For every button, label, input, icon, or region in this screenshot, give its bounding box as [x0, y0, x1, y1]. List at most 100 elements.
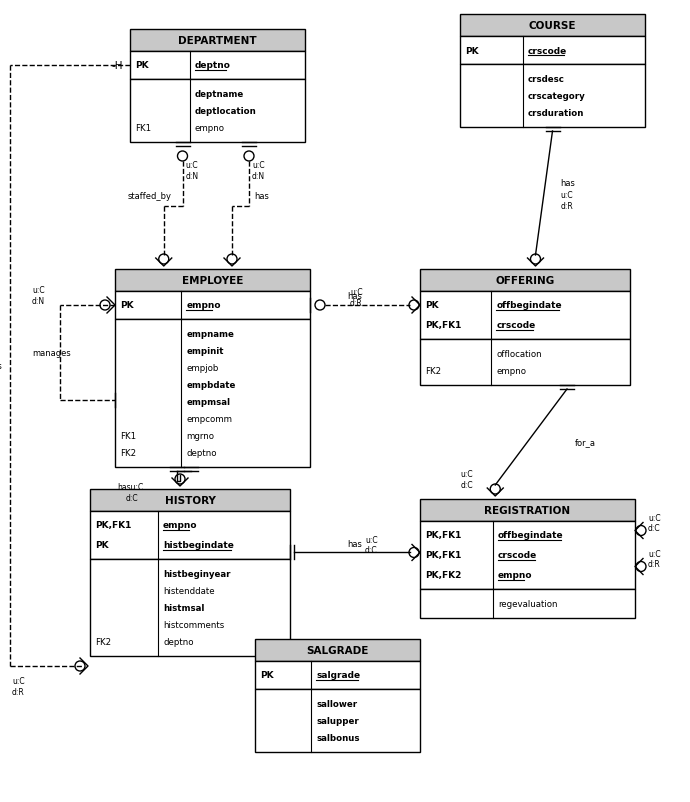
Text: EMPLOYEE: EMPLOYEE [181, 276, 243, 286]
Bar [420, 500, 635, 521]
Text: FK2: FK2 [425, 367, 441, 375]
Text: histmsal: histmsal [163, 603, 204, 612]
Text: PK,FK2: PK,FK2 [425, 571, 462, 580]
Bar [90, 559, 290, 656]
Text: deptname: deptname [195, 90, 244, 99]
Text: u:C
d:N: u:C d:N [252, 161, 265, 180]
Text: OFFERING: OFFERING [495, 276, 555, 286]
Text: PK,FK1: PK,FK1 [425, 531, 462, 540]
Text: staffed_by: staffed_by [128, 192, 172, 200]
Text: PK,FK1: PK,FK1 [95, 520, 131, 530]
Text: FK1: FK1 [135, 124, 151, 133]
Bar [460, 15, 645, 37]
Text: crsdesc: crsdesc [528, 75, 565, 84]
Text: deptlocation: deptlocation [195, 107, 256, 115]
Text: has: has [348, 292, 362, 301]
Text: salbonus: salbonus [316, 733, 359, 742]
Text: deptno: deptno [163, 638, 193, 646]
Text: empno: empno [163, 520, 197, 530]
Text: salupper: salupper [316, 716, 359, 725]
Text: COURSE: COURSE [529, 21, 576, 31]
Text: crscode: crscode [496, 321, 535, 330]
Text: manages: manages [32, 349, 71, 358]
Text: histenddate: histenddate [163, 586, 215, 595]
Text: crscode: crscode [528, 47, 567, 55]
Text: empcomm: empcomm [186, 415, 233, 423]
Bar [255, 661, 420, 689]
Text: u:C
d:N: u:C d:N [186, 161, 199, 180]
Text: PK: PK [465, 47, 479, 55]
Text: PK: PK [135, 62, 148, 71]
Text: empno: empno [496, 367, 526, 375]
Text: mgrno: mgrno [186, 431, 215, 440]
Bar [115, 269, 310, 292]
Text: PK: PK [120, 301, 134, 310]
Text: u:C
d:R: u:C d:R [560, 191, 573, 210]
Text: crscode: crscode [498, 551, 538, 560]
Text: SALGRADE: SALGRADE [306, 645, 368, 655]
Text: u:C
d:R: u:C d:R [350, 288, 363, 307]
Text: hasu:C: hasu:C [117, 483, 144, 492]
Bar [420, 589, 635, 618]
Text: empjob: empjob [186, 363, 219, 373]
Text: FK2: FK2 [120, 448, 136, 457]
Text: empno: empno [498, 571, 533, 580]
Text: regevaluation: regevaluation [498, 599, 558, 608]
Bar [460, 65, 645, 128]
Bar [90, 489, 290, 512]
Text: REGISTRATION: REGISTRATION [484, 505, 571, 516]
Text: histcomments: histcomments [163, 620, 224, 630]
Text: deptno: deptno [195, 62, 230, 71]
Text: offlocation: offlocation [496, 350, 542, 358]
Text: PK,FK1: PK,FK1 [425, 321, 462, 330]
Text: empname: empname [186, 330, 234, 338]
Text: u:C
d:C: u:C d:C [648, 513, 660, 533]
Text: sallower: sallower [316, 699, 357, 708]
Bar [90, 512, 290, 559]
Text: u:C
d:R: u:C d:R [12, 676, 25, 696]
Text: has: has [254, 192, 269, 200]
Bar [130, 52, 305, 80]
Bar [115, 292, 310, 320]
Text: deptno: deptno [186, 448, 217, 457]
Text: d:C: d:C [126, 494, 138, 503]
Bar [420, 292, 630, 339]
Text: for_a: for_a [575, 438, 596, 447]
Text: has: has [0, 362, 2, 371]
Bar [460, 37, 645, 65]
Text: empbdate: empbdate [186, 380, 236, 390]
Text: histbegindate: histbegindate [163, 541, 234, 550]
Text: empmsal: empmsal [186, 398, 230, 407]
Text: FK1: FK1 [120, 431, 136, 440]
Text: FK2: FK2 [95, 638, 111, 646]
Text: crsduration: crsduration [528, 109, 584, 118]
Bar [255, 639, 420, 661]
Text: DEPARTMENT: DEPARTMENT [178, 36, 257, 46]
Text: PK,FK1: PK,FK1 [425, 551, 462, 560]
Text: has: has [348, 539, 362, 549]
Text: histbeginyear: histbeginyear [163, 569, 230, 578]
Bar [130, 30, 305, 52]
Text: empno: empno [186, 301, 221, 310]
Text: PK: PK [95, 541, 108, 550]
Bar [115, 320, 310, 468]
Text: u:C
d:C: u:C d:C [460, 470, 473, 489]
Text: empno: empno [195, 124, 224, 133]
Text: u:C
d:N: u:C d:N [32, 286, 45, 306]
Text: -H: -H [112, 61, 124, 71]
Bar [420, 339, 630, 386]
Text: PK: PK [425, 301, 439, 310]
Text: HISTORY: HISTORY [164, 496, 215, 505]
Bar [420, 521, 635, 589]
Text: crscategory: crscategory [528, 92, 586, 101]
Text: u:C
d:C: u:C d:C [365, 535, 377, 554]
Text: u:C
d:R: u:C d:R [648, 549, 661, 569]
Text: PK: PK [260, 670, 274, 679]
Bar [255, 689, 420, 752]
Text: has: has [560, 180, 575, 188]
Bar [130, 80, 305, 143]
Text: salgrade: salgrade [316, 670, 360, 679]
Bar [420, 269, 630, 292]
Text: offbegindate: offbegindate [496, 301, 562, 310]
Text: empinit: empinit [186, 346, 224, 355]
